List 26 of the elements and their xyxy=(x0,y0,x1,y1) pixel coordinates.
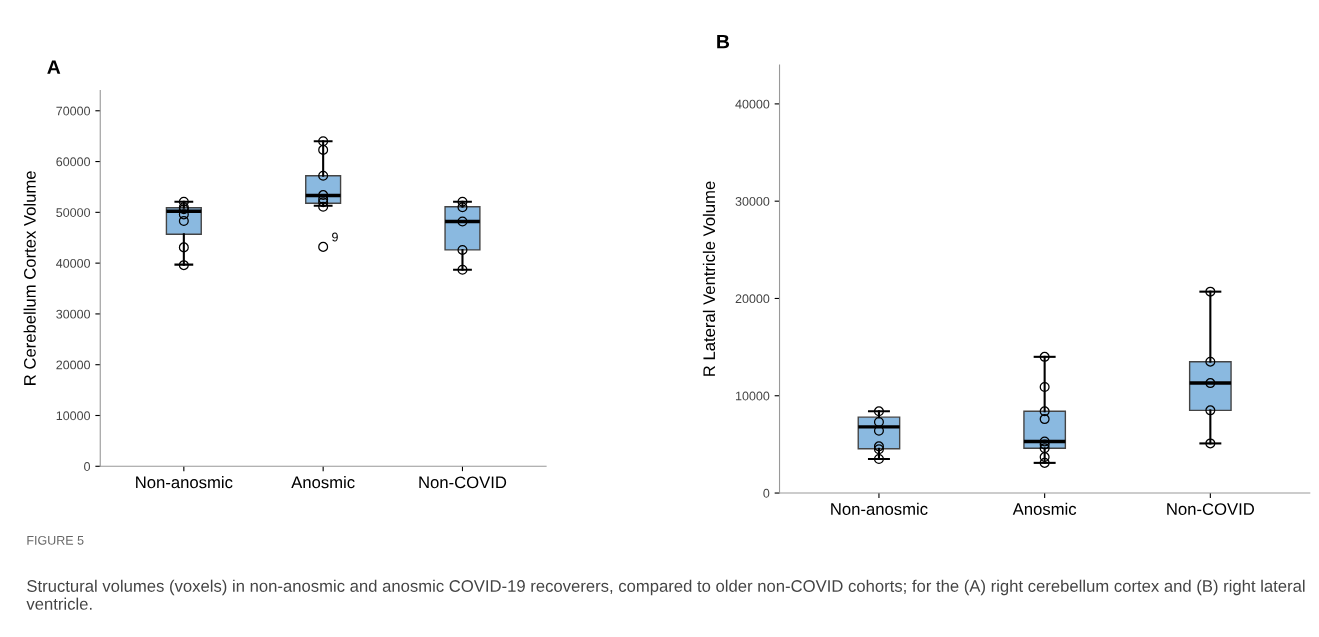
chart-title: B xyxy=(717,34,730,49)
x-tick-label: Anosmic xyxy=(1012,502,1077,515)
x-tick-label: Non-COVID xyxy=(1167,503,1255,515)
y-tick-label: 30000 xyxy=(735,196,770,206)
y-tick-label: 10000 xyxy=(56,411,91,421)
y-tick-label: 10000 xyxy=(736,391,770,401)
text: Structural volumes (voxels) in non-anosmic and anosmic COVID-19 recoverers, compared to older non-COVID cohorts; for the (A) right cerebellum cortex and (B) right lateral ventricle. xyxy=(26,579,1305,610)
x-tick-label: Anosmic xyxy=(291,476,355,489)
y-tick-label: 0 xyxy=(763,488,770,498)
y-tick-label: 40000 xyxy=(735,99,770,109)
chart-title: A xyxy=(47,60,61,74)
y-tick-label: 20000 xyxy=(735,294,770,304)
y-axis-title: R Cerebellum Cortex Volume xyxy=(23,171,36,385)
x-tick-label: Non-COVID xyxy=(419,476,507,489)
y-tick-label: 70000 xyxy=(56,106,91,116)
y-tick-label: 20000 xyxy=(56,360,91,370)
y-tick-label: 30000 xyxy=(56,309,91,319)
y-tick-label: 60000 xyxy=(56,157,91,167)
x-tick-label: Non-anosmic xyxy=(831,502,928,515)
caption: FIGURE 5 xyxy=(27,535,84,545)
annotation: 9 xyxy=(332,232,338,242)
y-tick-label: 50000 xyxy=(56,208,91,217)
y-tick-label: 40000 xyxy=(56,258,91,268)
x-tick-label: Non-anosmic xyxy=(136,476,233,489)
y-axis-title: R Lateral Ventricle Volume xyxy=(702,181,716,376)
y-tick-label: 0 xyxy=(84,462,91,471)
